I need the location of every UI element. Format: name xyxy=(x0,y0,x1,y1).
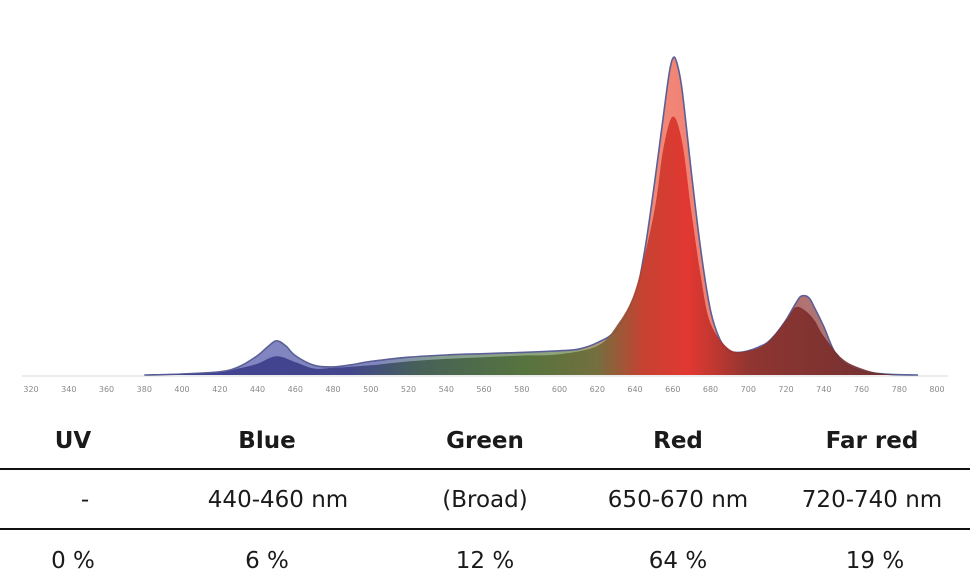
x-tick-label: 440 xyxy=(250,385,265,394)
x-tick-label: 360 xyxy=(99,385,114,394)
header-red: Red xyxy=(653,428,703,454)
x-tick-label: 520 xyxy=(401,385,416,394)
x-tick-label: 380 xyxy=(137,385,152,394)
x-tick-label: 540 xyxy=(439,385,454,394)
x-tick-label: 400 xyxy=(174,385,189,394)
x-tick-label: 460 xyxy=(288,385,303,394)
share-red: 64 % xyxy=(648,548,708,574)
x-tick-label: 700 xyxy=(741,385,756,394)
table-row-share: 0 % 6 % 12 % 64 % 19 % xyxy=(0,528,970,582)
x-tick-label: 560 xyxy=(476,385,491,394)
x-tick-label: 340 xyxy=(61,385,76,394)
x-tick-label: 660 xyxy=(665,385,680,394)
spectrum-chart: 320 340 360 380 400 420 440 460 480 500 520 540 560 5… xyxy=(22,56,948,394)
x-tick-label: 760 xyxy=(854,385,869,394)
spectrum-core-area xyxy=(144,116,900,375)
x-axis-ticks: 320 340 360 380 400 420 440 460 480 500 520 540 560 5… xyxy=(23,385,944,394)
x-tick-label: 480 xyxy=(325,385,340,394)
band-blue: 440-460 nm xyxy=(207,487,349,513)
x-tick-label: 500 xyxy=(363,385,378,394)
band-uv: - xyxy=(80,487,90,513)
header-green: Green xyxy=(446,428,524,454)
x-tick-label: 740 xyxy=(816,385,831,394)
share-uv: 0 % xyxy=(51,548,95,574)
table-header-row: UV Blue Green Red Far red xyxy=(0,412,970,468)
band-far-red: 720-740 nm xyxy=(801,487,943,513)
header-uv: UV xyxy=(54,428,92,454)
table-row-wavelength: - 440-460 nm (Broad) 650-670 nm 720-740 … xyxy=(0,468,970,528)
share-far-red: 19 % xyxy=(845,548,905,574)
spectrum-table: UV Blue Green Red Far red - 440-460 nm (… xyxy=(0,412,970,582)
band-red: 650-670 nm xyxy=(607,487,749,513)
spectrum-envelope-line xyxy=(144,56,919,376)
x-tick-label: 600 xyxy=(552,385,567,394)
x-tick-label: 580 xyxy=(514,385,529,394)
x-tick-label: 640 xyxy=(627,385,642,394)
header-blue: Blue xyxy=(238,428,296,454)
header-far-red: Far red xyxy=(825,428,919,454)
x-tick-label: 800 xyxy=(929,385,944,394)
band-green: (Broad) xyxy=(442,487,528,513)
x-tick-label: 780 xyxy=(892,385,907,394)
share-green: 12 % xyxy=(455,548,515,574)
x-tick-label: 680 xyxy=(703,385,718,394)
x-tick-label: 720 xyxy=(778,385,793,394)
share-blue: 6 % xyxy=(245,548,289,574)
x-tick-label: 320 xyxy=(23,385,38,394)
spectrum-areas xyxy=(144,56,919,376)
x-tick-label: 420 xyxy=(212,385,227,394)
x-tick-label: 620 xyxy=(590,385,605,394)
